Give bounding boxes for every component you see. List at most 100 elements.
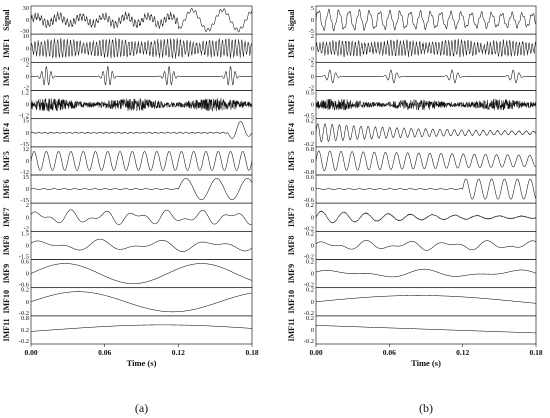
y-tick-label: -0.2 [19,338,29,345]
x-axis-label: Time (s) [127,358,157,368]
y-tick-label: 2 [26,202,29,209]
y-tick-label: 2 [26,61,29,68]
subplot-frame [30,33,253,63]
y-axis-label: Signal [2,9,11,31]
y-tick-label: 0 [26,73,29,80]
subplot-signal: Signal 5 0 -5 [287,5,537,35]
subplot-imf10: IMF10 0.2 0 -0.2 [287,287,537,317]
y-tick-label: 0 [26,130,29,137]
subplot-imf1: IMF1 2 0 -2 [287,33,537,63]
y-tick-label: -10 [20,56,29,63]
subplot-frame [315,315,537,345]
subplot-frame [30,287,253,317]
series-line [30,151,253,171]
x-tick-label: 0.18 [245,348,258,357]
series-line [30,238,253,252]
panel-label: (b) [419,401,433,415]
series-line [315,210,537,224]
y-tick-label: 0 [26,17,29,24]
y-axis-label: IMF10 [2,290,11,314]
y-tick-label: 0 [311,327,314,334]
y-tick-label: 15 [23,118,30,125]
y-tick-label: 0.8 [21,315,29,322]
y-tick-label: -1.5 [19,254,29,261]
series-line [30,7,253,33]
y-tick-label: -0.5 [304,113,314,120]
subplot-frame [315,146,537,176]
y-tick-label: 0 [26,271,29,278]
subplot-imf4: IMF4 15 0 -15 [2,118,253,148]
subplot-imf3: IMF3 1.2 0 -1.2 [2,90,253,120]
y-tick-label: -2 [309,56,314,63]
y-tick-label: -30 [20,28,29,35]
subplot-imf11: IMF11 0.8 0.2 -0.2 [2,315,253,345]
series-line [30,37,253,59]
y-tick-label: 0.6 [306,174,315,181]
series-line [30,66,253,86]
subplot-frame [315,33,537,63]
y-tick-label: 0.2 [306,230,314,237]
y-tick-label: -15 [20,141,29,148]
subplot-imf7: IMF7 0.2 0 -0.2 [287,202,537,232]
y-tick-label: 0.5 [306,90,314,97]
y-axis-label: IMF4 [287,123,296,143]
subplot-imf2: IMF2 2 0 -2 [287,61,537,92]
y-tick-label: -0.2 [304,282,314,289]
series-line [315,150,537,172]
subplot-imf8: IMF8 1.5 0 -1.5 [2,230,253,261]
subplot-imf6: IMF6 0.6 0 -0.6 [287,174,537,204]
y-tick-label: 0 [311,130,314,137]
series-line [30,97,253,112]
y-tick-label: -2 [24,225,29,232]
y-tick-label: -0.6 [19,282,30,289]
series-line [315,325,537,334]
subplot-frame [30,315,253,345]
x-axis-label: Time (s) [411,358,441,368]
subplot-imf9: IMF9 0.2 0 -0.2 [287,259,537,289]
x-tick-label: 0.12 [172,348,185,357]
y-tick-label: -2 [24,85,29,92]
panel-a: Signal300-30IMF1100-10IMF220-2IMF31.20-1… [2,5,259,415]
y-tick-label: 0.2 [306,315,314,322]
y-tick-label: 0 [311,186,314,193]
y-axis-label: IMF6 [287,179,296,199]
panel-b: Signal50-5IMF120-2IMF220-2IMF30.50-0.5IM… [287,5,543,415]
series-line [30,324,253,332]
y-axis-label: IMF9 [287,264,296,284]
y-tick-label: 0.2 [306,287,314,294]
y-tick-label: -0.6 [304,197,315,204]
subplot-imf3: IMF3 0.5 0 -0.5 [287,90,537,120]
y-tick-label: -2 [309,85,314,92]
y-tick-label: 2 [311,61,314,68]
y-tick-label: 0 [311,45,314,52]
y-tick-label: 0.2 [306,202,314,209]
subplot-imf2: IMF2 2 0 -2 [2,61,253,92]
y-tick-label: 0 [311,214,314,221]
y-tick-label: 0 [311,102,314,109]
y-tick-label: 0.8 [306,146,314,153]
series-line [30,291,253,313]
y-tick-label: 0.2 [306,118,314,125]
y-axis-label: IMF8 [287,236,296,256]
series-line [315,178,537,200]
subplot-frame [315,5,537,35]
y-axis-label: IMF6 [2,179,11,199]
y-tick-label: -0.2 [19,310,29,317]
y-axis-label: IMF9 [2,264,11,284]
y-tick-label: -12 [20,169,29,176]
y-tick-label: 0 [311,158,314,165]
y-tick-label: 0.2 [21,327,29,334]
y-tick-label: 0 [26,102,29,109]
series-line [30,263,253,284]
y-tick-label: 0.6 [21,259,30,266]
series-line [315,123,537,143]
subplot-imf1: IMF1 10 0 -10 [2,33,253,63]
y-tick-label: 0 [311,271,314,278]
y-axis-label: IMF5 [2,151,11,171]
subplot-imf5: IMF5 0.8 0 -0.8 [287,146,537,176]
y-tick-label: 0 [26,242,29,249]
y-axis-label: IMF8 [2,236,11,256]
y-tick-label: 0 [311,73,314,80]
y-axis-label: IMF11 [2,318,11,341]
subplot-frame [315,287,537,317]
